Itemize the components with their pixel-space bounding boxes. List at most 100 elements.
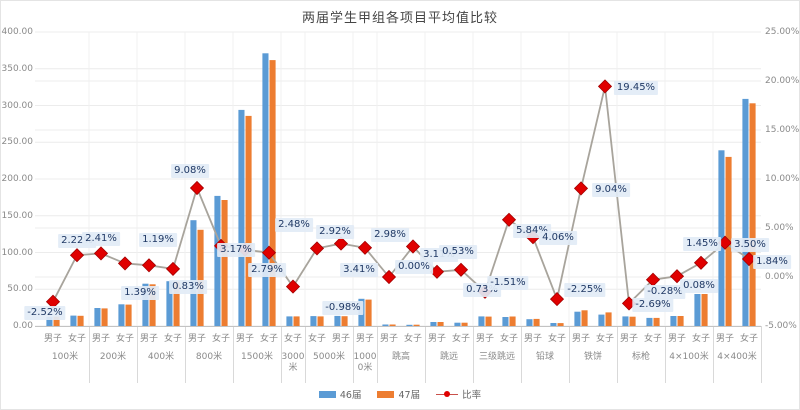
x-axis-group-separator (305, 326, 306, 383)
ratio-marker (717, 235, 733, 250)
bar-47 (149, 284, 156, 326)
ratio-marker (405, 239, 421, 254)
y-axis-right-tick: 0.00% (765, 272, 794, 282)
x-axis-event-label: 铁饼 (583, 352, 602, 362)
x-axis-gender-label: 女子 (211, 334, 230, 344)
bar-47 (461, 322, 468, 326)
bar-47 (629, 316, 636, 326)
x-axis-event-label: 100米 (51, 352, 79, 362)
ratio-marker (741, 251, 757, 267)
x-axis-gender-label: 女子 (643, 334, 662, 344)
bar-46 (94, 308, 101, 326)
bar-46 (742, 98, 749, 327)
x-axis-gender-label: 女子 (283, 334, 302, 344)
bar-46 (238, 109, 245, 327)
bar-46 (142, 283, 149, 326)
bar-47 (245, 115, 252, 327)
x-axis-event-label: 800米 (195, 352, 223, 362)
ratio-data-label: 0.00% (395, 260, 433, 274)
ratio-marker (357, 240, 373, 255)
x-axis-group-separator (425, 326, 426, 383)
bar-46 (454, 322, 461, 326)
x-axis-event-label: 1500米 (241, 352, 273, 362)
ratio-data-label: 3.41% (340, 262, 378, 277)
bar-47 (77, 315, 84, 326)
bar-47 (677, 316, 684, 326)
legend-item-47[interactable]: 47届 (377, 387, 420, 401)
bar-47 (101, 308, 108, 326)
legend-swatch-46-icon (318, 390, 336, 398)
ratio-marker (165, 261, 181, 276)
x-axis-gender-label: 男子 (139, 334, 158, 344)
x-axis-gender-label: 女子 (115, 334, 134, 344)
legend-item-46[interactable]: 46届 (318, 387, 361, 401)
legend-item-ratio[interactable]: 比率 (436, 387, 481, 401)
x-axis-event-label: 铅球 (535, 352, 554, 362)
legend-label-47: 47届 (398, 390, 421, 401)
ratio-marker (309, 241, 325, 256)
bar-47 (389, 324, 396, 326)
ratio-marker (69, 248, 85, 263)
bar-47 (533, 318, 540, 326)
bar-46 (718, 150, 725, 326)
legend-swatch-47-icon (377, 390, 395, 398)
ratio-data-label: 1.84% (753, 254, 791, 269)
ratio-marker (645, 272, 661, 287)
y-axis-left-tick: 150.00 (1, 210, 34, 221)
bar-47 (317, 316, 324, 326)
x-axis-gender-label: 男子 (475, 334, 494, 344)
bar-46 (574, 311, 581, 326)
bar-46 (118, 304, 125, 326)
ratio-marker (597, 79, 613, 94)
x-axis-gender-label: 男子 (619, 334, 638, 344)
bar-46 (190, 220, 197, 326)
ratio-marker (285, 279, 301, 294)
ratio-marker (141, 258, 157, 273)
bar-46 (478, 316, 485, 326)
x-axis-gender-label: 男子 (91, 334, 110, 344)
x-axis-group-separator (713, 326, 714, 383)
x-axis-gender-label: 男子 (571, 334, 590, 344)
bar-47 (341, 316, 348, 326)
ratio-data-label: 1.45% (683, 236, 721, 251)
ratio-marker (189, 180, 205, 196)
ratio-marker (693, 255, 709, 270)
x-axis-gender-label: 男子 (523, 334, 542, 344)
x-axis-group-separator (473, 326, 474, 383)
bar-47 (581, 310, 588, 326)
bar-46 (382, 324, 389, 326)
bar-47 (125, 304, 132, 326)
ratio-data-label: 19.45% (613, 81, 659, 96)
bar-46 (646, 317, 653, 326)
x-axis-group-separator (665, 326, 666, 383)
ratio-data-label: 3.50% (731, 237, 769, 252)
ratio-marker (621, 296, 637, 311)
x-axis-group-separator (521, 326, 522, 383)
x-axis-gender-label: 女子 (307, 334, 326, 344)
ratio-marker (501, 212, 517, 227)
ratio-marker (549, 292, 565, 307)
x-axis-gender-label: 男子 (187, 334, 206, 344)
x-axis-gender-label: 女子 (499, 334, 518, 344)
bar-47 (485, 316, 492, 326)
ratio-marker (261, 245, 277, 260)
ratio-marker (381, 269, 397, 285)
x-axis-group-separator (761, 326, 762, 383)
chart-title: 两届学生甲组各项目平均值比较 (301, 11, 498, 26)
ratio-data-label: 2.48% (275, 217, 313, 232)
legend-label-ratio: 比率 (462, 390, 482, 401)
x-axis-group-separator (353, 326, 354, 383)
ratio-marker (573, 181, 589, 196)
x-axis-event-label: 标枪 (631, 352, 650, 362)
x-axis-group-separator (569, 326, 570, 383)
y-axis-left-tick: 100.00 (1, 247, 34, 258)
bar-47 (701, 294, 708, 326)
ratio-marker (453, 262, 469, 277)
bar-47 (653, 317, 660, 326)
y-axis-right-tick: 10.00% (765, 174, 800, 184)
x-axis-gender-label: 女子 (67, 334, 86, 344)
x-axis-event-label: 三级跳远 (478, 352, 515, 362)
bar-46 (166, 281, 173, 326)
ratio-data-label: -0.98% (322, 300, 364, 315)
